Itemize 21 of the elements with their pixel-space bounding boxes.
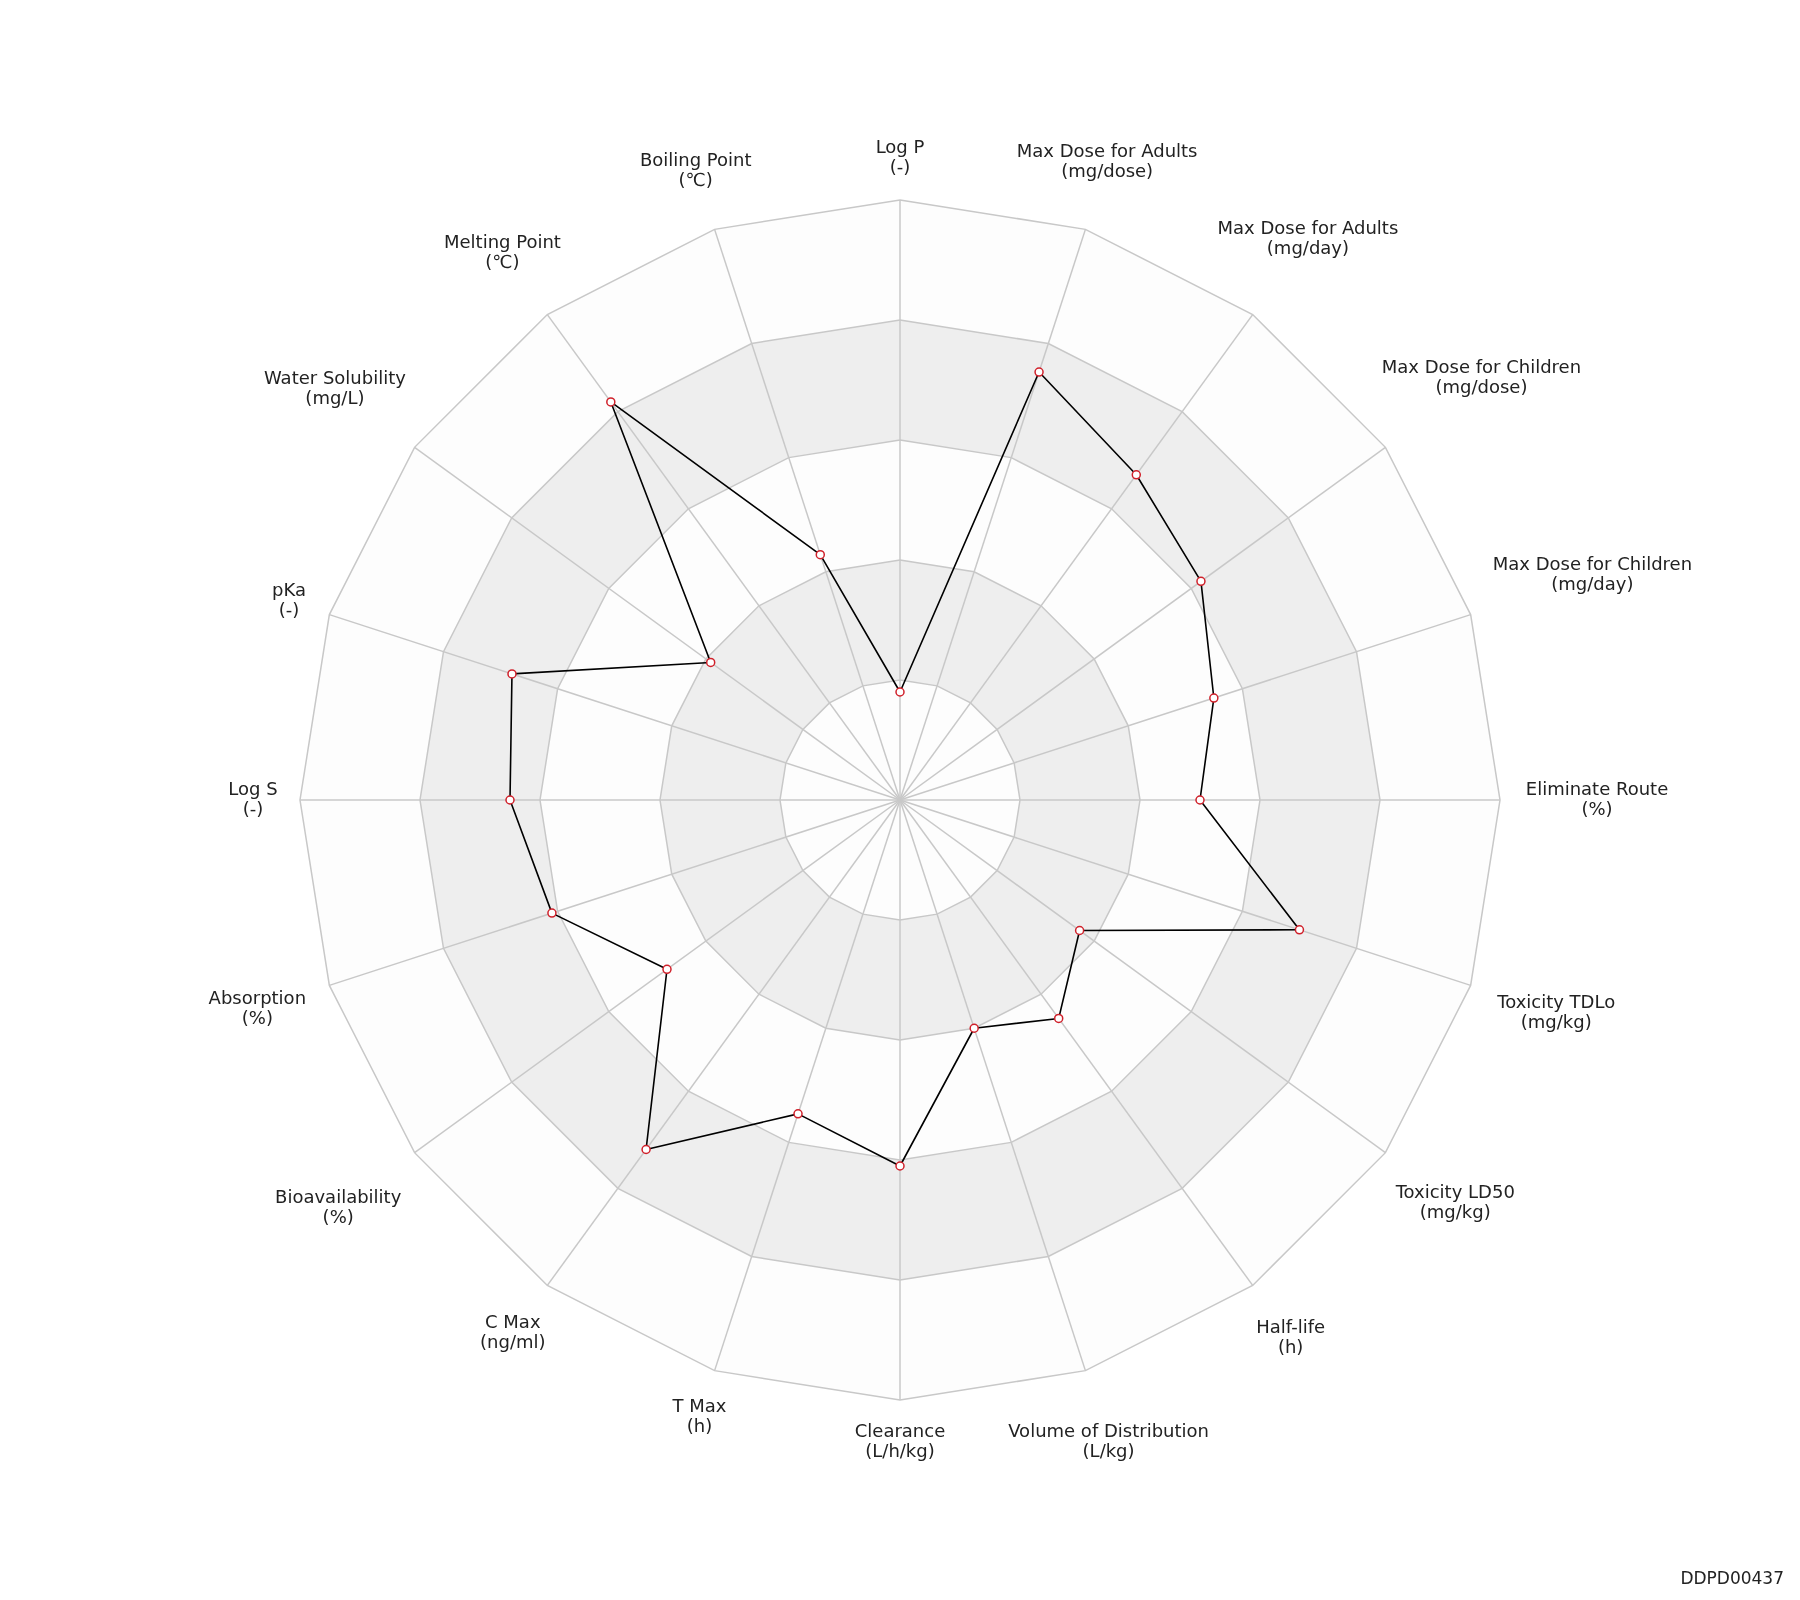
- spoke-label: Toxicity LD50 (mg/kg): [1394, 1181, 1515, 1223]
- spoke-label: Max Dose for Adults (mg/dose): [1016, 140, 1198, 182]
- text: DDPD00437: [1680, 1568, 1784, 1588]
- spoke-label: Absorption (%): [208, 986, 307, 1028]
- spoke-label: Max Dose for Children (mg/day): [1492, 553, 1693, 595]
- spoke-label: Eliminate Route (%): [1525, 778, 1669, 819]
- spoke-label: C Max (ng/ml): [480, 1310, 546, 1352]
- spoke-label: Volume of Distribution (L/kg): [1008, 1419, 1209, 1461]
- spoke-label: Log S (-): [228, 778, 278, 819]
- spoke-label: Half-life (h): [1256, 1315, 1326, 1357]
- spoke-label: Boiling Point (℃): [639, 149, 752, 191]
- spoke-label: Water Solubility (mg/L): [263, 367, 407, 409]
- spoke-label: Bioavailability (%): [275, 1186, 402, 1228]
- spoke-label: Log P (-): [875, 136, 925, 177]
- spoke-label: Toxicity TDLo (mg/kg): [1496, 991, 1616, 1033]
- spoke-label: pKa (-): [272, 579, 306, 621]
- spoke-label: Max Dose for Children (mg/dose): [1381, 355, 1582, 397]
- spoke-label: Clearance (L/h/kg): [854, 1420, 946, 1461]
- spoke-label: Max Dose for Adults (mg/day): [1217, 216, 1399, 258]
- spoke-label: Melting Point (℃): [443, 230, 561, 272]
- spoke-label: T Max (h): [671, 1394, 727, 1436]
